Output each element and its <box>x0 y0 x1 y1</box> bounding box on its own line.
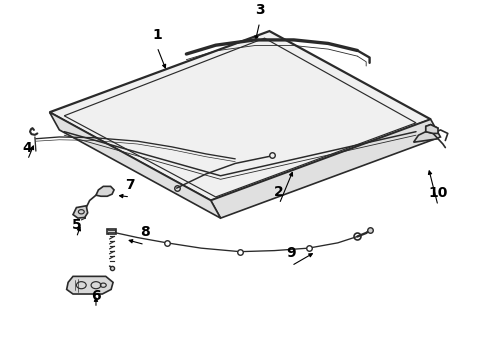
Polygon shape <box>49 31 431 201</box>
Polygon shape <box>426 125 438 134</box>
Polygon shape <box>49 112 220 218</box>
Text: 8: 8 <box>140 225 150 239</box>
Polygon shape <box>414 132 438 142</box>
Text: 6: 6 <box>91 289 101 303</box>
Text: 1: 1 <box>152 28 162 42</box>
Text: 5: 5 <box>72 218 81 232</box>
Polygon shape <box>67 276 113 294</box>
Polygon shape <box>211 119 441 218</box>
Text: 4: 4 <box>23 141 32 154</box>
Text: 3: 3 <box>255 3 265 17</box>
Text: 9: 9 <box>287 247 296 261</box>
Polygon shape <box>96 186 114 196</box>
Polygon shape <box>107 229 116 234</box>
Text: 7: 7 <box>125 178 135 192</box>
Polygon shape <box>73 206 88 218</box>
Text: 2: 2 <box>274 185 284 199</box>
Text: 10: 10 <box>428 186 448 201</box>
